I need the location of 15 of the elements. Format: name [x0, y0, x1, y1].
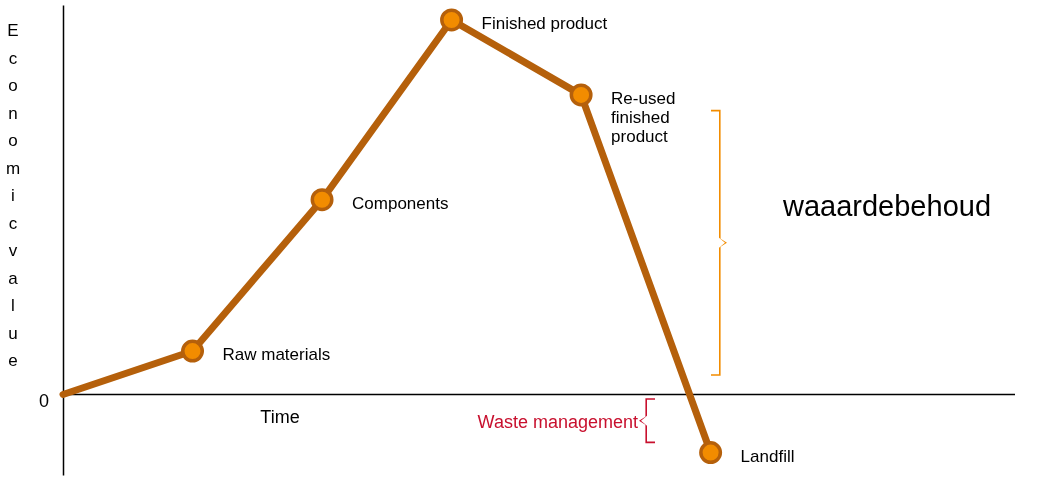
text: Economic value — [5, 21, 21, 370]
text: Landfill — [740, 446, 795, 466]
text: Components — [352, 193, 449, 213]
point — [569, 83, 593, 107]
text: Raw materials — [222, 345, 331, 365]
annotation: 0 — [38, 390, 49, 411]
point — [440, 8, 464, 32]
point — [699, 441, 723, 465]
x-axis-title: Time — [260, 406, 300, 427]
annotation: Waste management — [477, 411, 638, 432]
text: waaardebehoud — [782, 190, 992, 223]
point — [181, 339, 205, 363]
text: Finished product — [481, 13, 608, 33]
point — [310, 188, 334, 212]
text: Re-used finished product — [611, 88, 676, 146]
